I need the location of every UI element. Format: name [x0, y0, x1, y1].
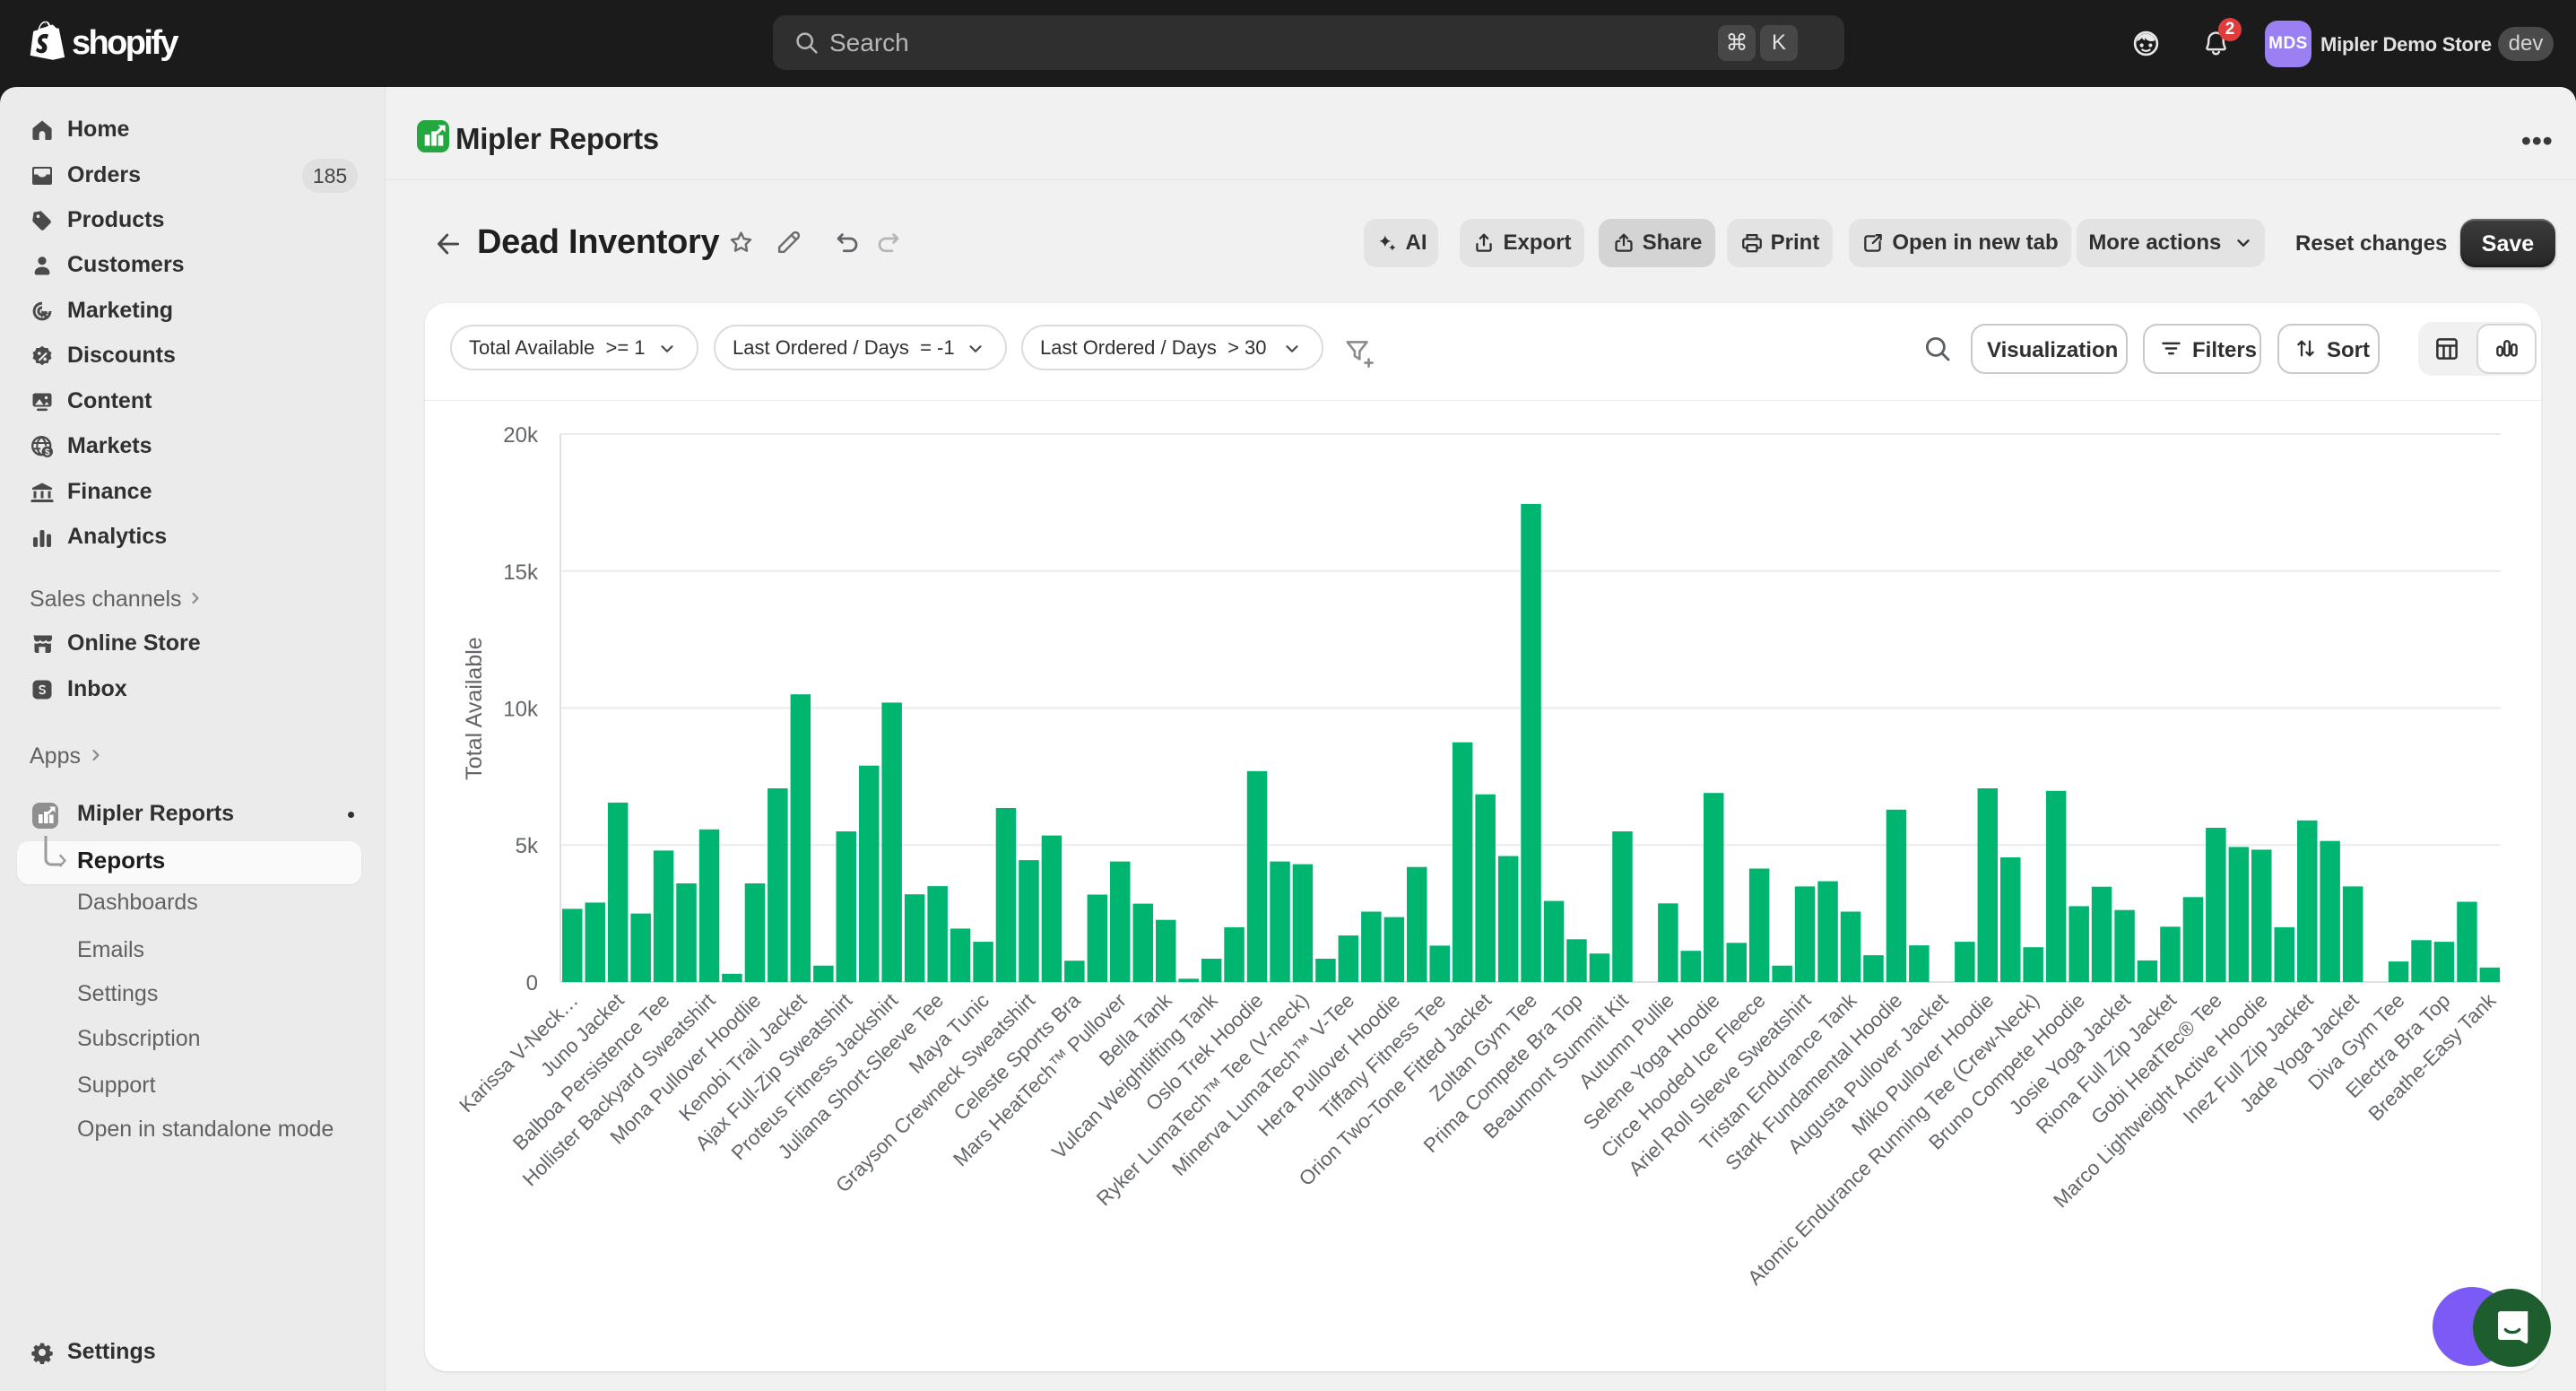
svg-text:0: 0 — [526, 971, 538, 995]
svg-text:10k: 10k — [503, 698, 539, 722]
svg-text:5k: 5k — [516, 834, 539, 858]
svg-text:$: $ — [45, 448, 50, 457]
svg-text:15k: 15k — [503, 561, 539, 585]
svg-text:Total Available: Total Available — [462, 637, 487, 779]
svg-text:20k: 20k — [503, 423, 539, 448]
